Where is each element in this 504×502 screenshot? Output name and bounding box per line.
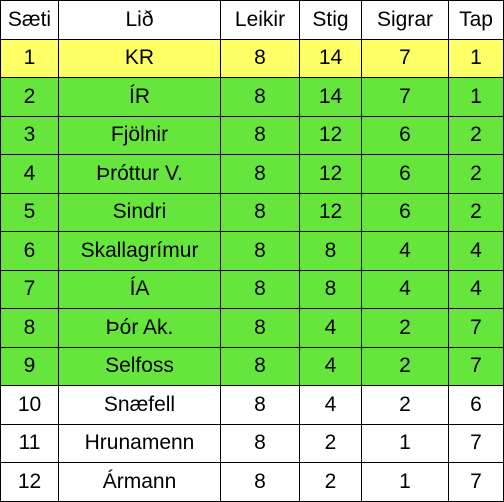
- cell-team: ÍA: [58, 269, 221, 309]
- table-row: 6 Skallagrímur 8 8 4 4: [0, 231, 504, 271]
- cell-losses: 2: [448, 154, 504, 194]
- cell-wins: 2: [361, 346, 449, 386]
- cell-losses: 4: [448, 269, 504, 309]
- cell-points: 12: [299, 115, 362, 155]
- cell-position: 10: [0, 385, 59, 425]
- cell-losses: 7: [448, 423, 504, 463]
- cell-position: 8: [0, 308, 59, 348]
- header-position: Sæti: [0, 0, 59, 40]
- header-row: Sæti Lið Leikir Stig Sigrar Tap: [0, 0, 504, 40]
- cell-points: 4: [299, 308, 362, 348]
- cell-team: ÍR: [58, 77, 221, 117]
- cell-games: 8: [220, 77, 300, 117]
- cell-games: 8: [220, 192, 300, 232]
- cell-team: Fjölnir: [58, 115, 221, 155]
- cell-points: 2: [299, 462, 362, 502]
- cell-losses: 7: [448, 308, 504, 348]
- cell-points: 14: [299, 77, 362, 117]
- cell-losses: 2: [448, 115, 504, 155]
- cell-position: 7: [0, 269, 59, 309]
- cell-wins: 6: [361, 192, 449, 232]
- cell-position: 2: [0, 77, 59, 117]
- cell-games: 8: [220, 115, 300, 155]
- cell-position: 12: [0, 462, 59, 502]
- cell-wins: 7: [361, 77, 449, 117]
- cell-team: Þróttur V.: [58, 154, 221, 194]
- cell-team: Hrunamenn: [58, 423, 221, 463]
- cell-points: 2: [299, 423, 362, 463]
- cell-position: 6: [0, 231, 59, 271]
- table-row: 5 Sindri 8 12 6 2: [0, 192, 504, 232]
- table-row: 4 Þróttur V. 8 12 6 2: [0, 154, 504, 194]
- cell-team: Selfoss: [58, 346, 221, 386]
- cell-team: Þór Ak.: [58, 308, 221, 348]
- cell-games: 8: [220, 38, 300, 78]
- cell-losses: 7: [448, 462, 504, 502]
- cell-position: 11: [0, 423, 59, 463]
- standings-body: 1 KR 8 14 7 1 2 ÍR 8 14 7 1 3 Fjölnir 8 12 6 2 4 Þróttur V.…: [0, 38, 504, 502]
- cell-games: 8: [220, 385, 300, 425]
- cell-games: 8: [220, 231, 300, 271]
- cell-games: 8: [220, 462, 300, 502]
- cell-games: 8: [220, 346, 300, 386]
- cell-wins: 4: [361, 231, 449, 271]
- cell-team: Ármann: [58, 462, 221, 502]
- cell-points: 12: [299, 192, 362, 232]
- table-row: 1 KR 8 14 7 1: [0, 38, 504, 78]
- cell-position: 4: [0, 154, 59, 194]
- cell-points: 4: [299, 385, 362, 425]
- table-row: 2 ÍR 8 14 7 1: [0, 77, 504, 117]
- table-row: 8 Þór Ak. 8 4 2 7: [0, 308, 504, 348]
- table-row: 12 Ármann 8 2 1 7: [0, 462, 504, 502]
- cell-wins: 2: [361, 308, 449, 348]
- cell-position: 3: [0, 115, 59, 155]
- cell-team: Snæfell: [58, 385, 221, 425]
- cell-wins: 1: [361, 462, 449, 502]
- cell-wins: 2: [361, 385, 449, 425]
- cell-games: 8: [220, 154, 300, 194]
- cell-points: 12: [299, 154, 362, 194]
- cell-points: 8: [299, 231, 362, 271]
- cell-points: 4: [299, 346, 362, 386]
- cell-points: 8: [299, 269, 362, 309]
- cell-losses: 6: [448, 385, 504, 425]
- cell-position: 1: [0, 38, 59, 78]
- cell-wins: 4: [361, 269, 449, 309]
- cell-wins: 7: [361, 38, 449, 78]
- table-row: 10 Snæfell 8 4 2 6: [0, 385, 504, 425]
- table-row: 3 Fjölnir 8 12 6 2: [0, 115, 504, 155]
- table-row: 7 ÍA 8 8 4 4: [0, 269, 504, 309]
- table-row: 9 Selfoss 8 4 2 7: [0, 346, 504, 386]
- cell-losses: 1: [448, 38, 504, 78]
- cell-losses: 2: [448, 192, 504, 232]
- cell-games: 8: [220, 423, 300, 463]
- table-row: 11 Hrunamenn 8 2 1 7: [0, 423, 504, 463]
- cell-position: 9: [0, 346, 59, 386]
- cell-games: 8: [220, 308, 300, 348]
- header-team: Lið: [58, 0, 221, 40]
- header-games: Leikir: [220, 0, 300, 40]
- cell-wins: 6: [361, 115, 449, 155]
- cell-position: 5: [0, 192, 59, 232]
- cell-points: 14: [299, 38, 362, 78]
- cell-losses: 7: [448, 346, 504, 386]
- cell-team: Sindri: [58, 192, 221, 232]
- cell-losses: 1: [448, 77, 504, 117]
- cell-team: Skallagrímur: [58, 231, 221, 271]
- cell-wins: 1: [361, 423, 449, 463]
- header-wins: Sigrar: [361, 0, 449, 40]
- cell-wins: 6: [361, 154, 449, 194]
- cell-games: 8: [220, 269, 300, 309]
- cell-losses: 4: [448, 231, 504, 271]
- header-losses: Tap: [448, 0, 504, 40]
- cell-team: KR: [58, 38, 221, 78]
- header-points: Stig: [299, 0, 362, 40]
